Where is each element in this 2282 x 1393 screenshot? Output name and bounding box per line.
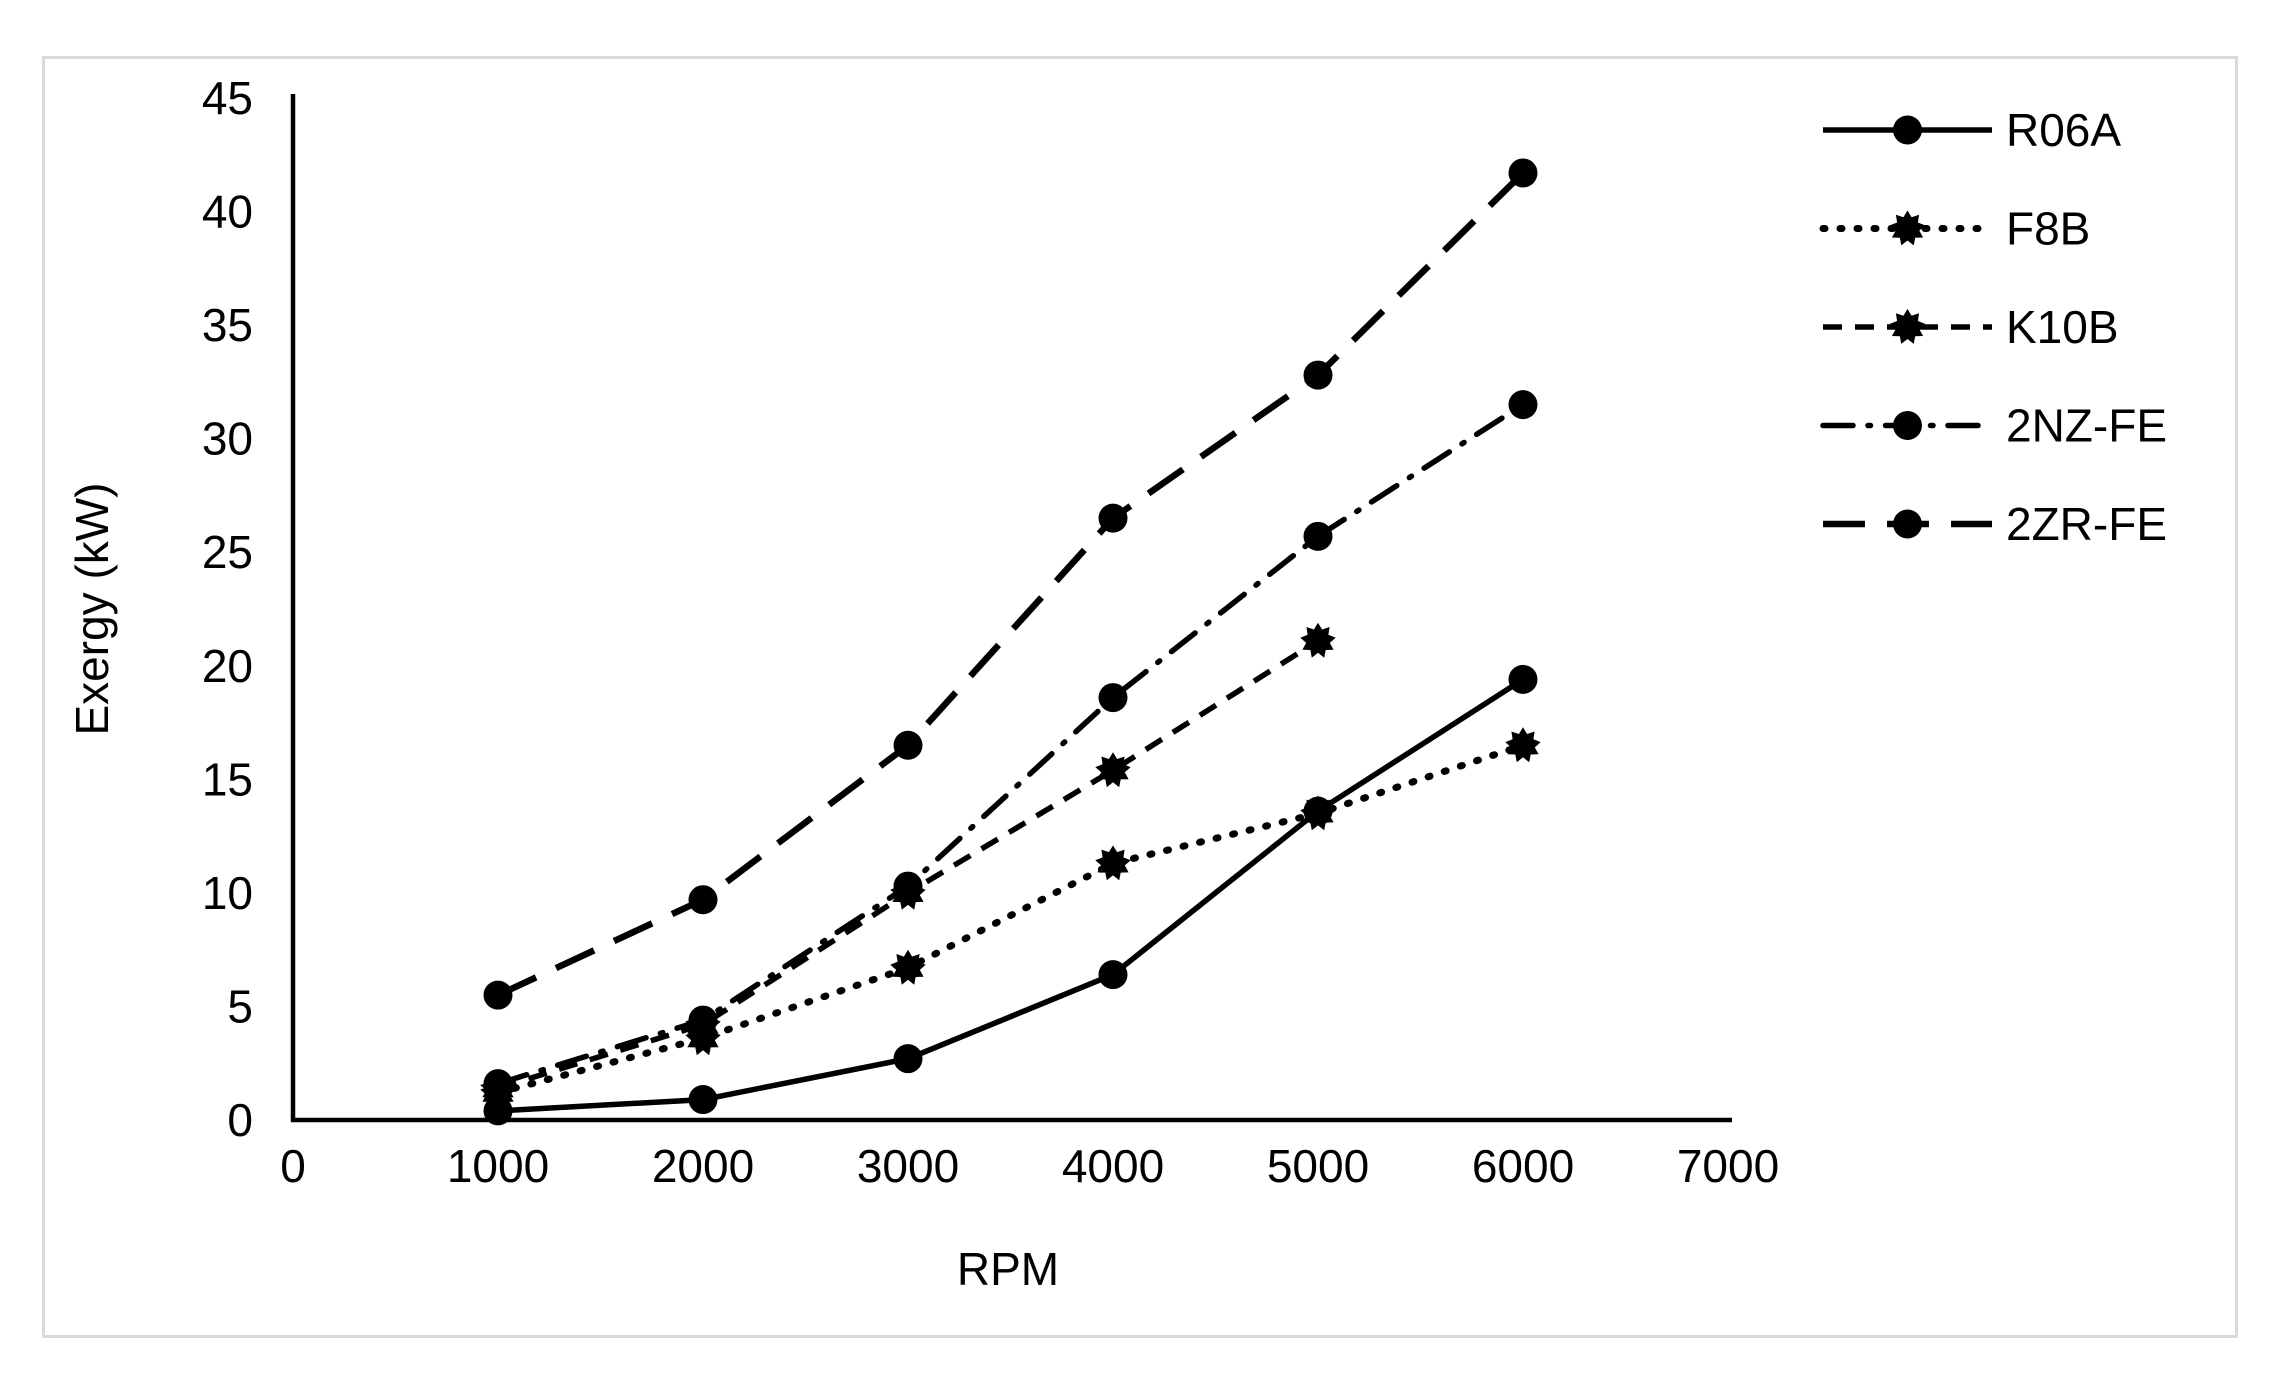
series-2NZ-FE-marker xyxy=(1303,521,1333,551)
series-line-2ZR-FE xyxy=(496,170,1526,999)
series-R06A-marker xyxy=(1098,960,1128,990)
y-tick-label: 40 xyxy=(202,186,253,238)
series-2NZ-FE-marker xyxy=(1508,390,1538,420)
axes: 0 5 10 15 20 25 30 35 40 45 0 1000 2000 3000 4000 5000 6… xyxy=(202,72,1779,1192)
series-line-F8B xyxy=(494,741,1527,1097)
y-tick-label: 25 xyxy=(202,526,253,578)
x-tick-label: 6000 xyxy=(1472,1140,1574,1192)
x-tick-label: 7000 xyxy=(1677,1140,1779,1192)
x-tick-label: 4000 xyxy=(1062,1140,1164,1192)
y-tick-label: 10 xyxy=(202,867,253,919)
y-tick-label: 0 xyxy=(227,1094,253,1146)
y-tick-label: 30 xyxy=(202,413,253,465)
y-axis-title: Exergy (kW) xyxy=(66,483,118,736)
legend-F8B-marker xyxy=(1889,210,1926,246)
legend: R06A F8B K10B 2NZ-FE 2ZR-FE xyxy=(1819,104,2167,550)
legend-label-2NZ-FE: 2NZ-FE xyxy=(2006,400,2167,452)
series-line-R06A xyxy=(497,677,1525,1114)
y-tick-label: 5 xyxy=(227,980,253,1032)
series-2NZ-FE-marker xyxy=(893,871,923,901)
legend-label-R06A: R06A xyxy=(2006,104,2121,156)
x-tick-label: 3000 xyxy=(857,1140,959,1192)
series-2ZR-FE-marker xyxy=(1303,360,1333,390)
x-tick-label: 2000 xyxy=(652,1140,754,1192)
series-F8B-marker xyxy=(890,949,926,985)
y-tick-label: 45 xyxy=(202,72,253,124)
figure-border xyxy=(42,56,2238,1338)
y-tick-label: 35 xyxy=(202,299,253,351)
legend-2NZ-FE-marker xyxy=(1893,411,1922,440)
series-2ZR-FE-marker xyxy=(483,980,513,1010)
y-tick-label: 20 xyxy=(202,640,253,692)
series-2NZ-FE-marker xyxy=(1098,683,1128,713)
series-R06A-marker xyxy=(893,1044,923,1074)
series-K10B-marker xyxy=(1300,622,1336,658)
legend-K10B-marker xyxy=(1889,309,1926,344)
series-F8B-marker xyxy=(1505,727,1541,763)
series-2ZR-FE-marker xyxy=(688,885,718,915)
series-line-2NZ-FE xyxy=(495,401,1526,1087)
series-F8B-marker xyxy=(1095,845,1131,881)
legend-R06A-marker xyxy=(1893,115,1922,145)
x-tick-label: 5000 xyxy=(1267,1140,1369,1192)
series-R06A-marker xyxy=(1508,664,1538,694)
series-R06A-marker xyxy=(688,1085,718,1115)
series-K10B-marker xyxy=(1095,752,1131,788)
legend-label-F8B: F8B xyxy=(2006,203,2090,255)
y-tick-label: 15 xyxy=(202,753,253,805)
series-2ZR-FE-marker xyxy=(1508,158,1538,188)
series-line-K10B xyxy=(497,638,1320,1091)
series-F8B-marker xyxy=(1300,795,1336,831)
x-tick-label: 0 xyxy=(280,1140,306,1192)
legend-2ZR-FE-marker xyxy=(1893,509,1922,539)
series-2ZR-FE-marker xyxy=(1098,503,1128,533)
series-2NZ-FE-marker xyxy=(483,1069,513,1099)
legend-label-K10B: K10B xyxy=(2006,301,2119,353)
plot-area xyxy=(480,158,1541,1126)
series-2ZR-FE-marker xyxy=(893,730,923,760)
x-axis-title: RPM xyxy=(957,1243,1059,1295)
series-2NZ-FE-marker xyxy=(688,1005,718,1035)
x-tick-label: 1000 xyxy=(447,1140,549,1192)
legend-label-2ZR-FE: 2ZR-FE xyxy=(2006,498,2167,550)
